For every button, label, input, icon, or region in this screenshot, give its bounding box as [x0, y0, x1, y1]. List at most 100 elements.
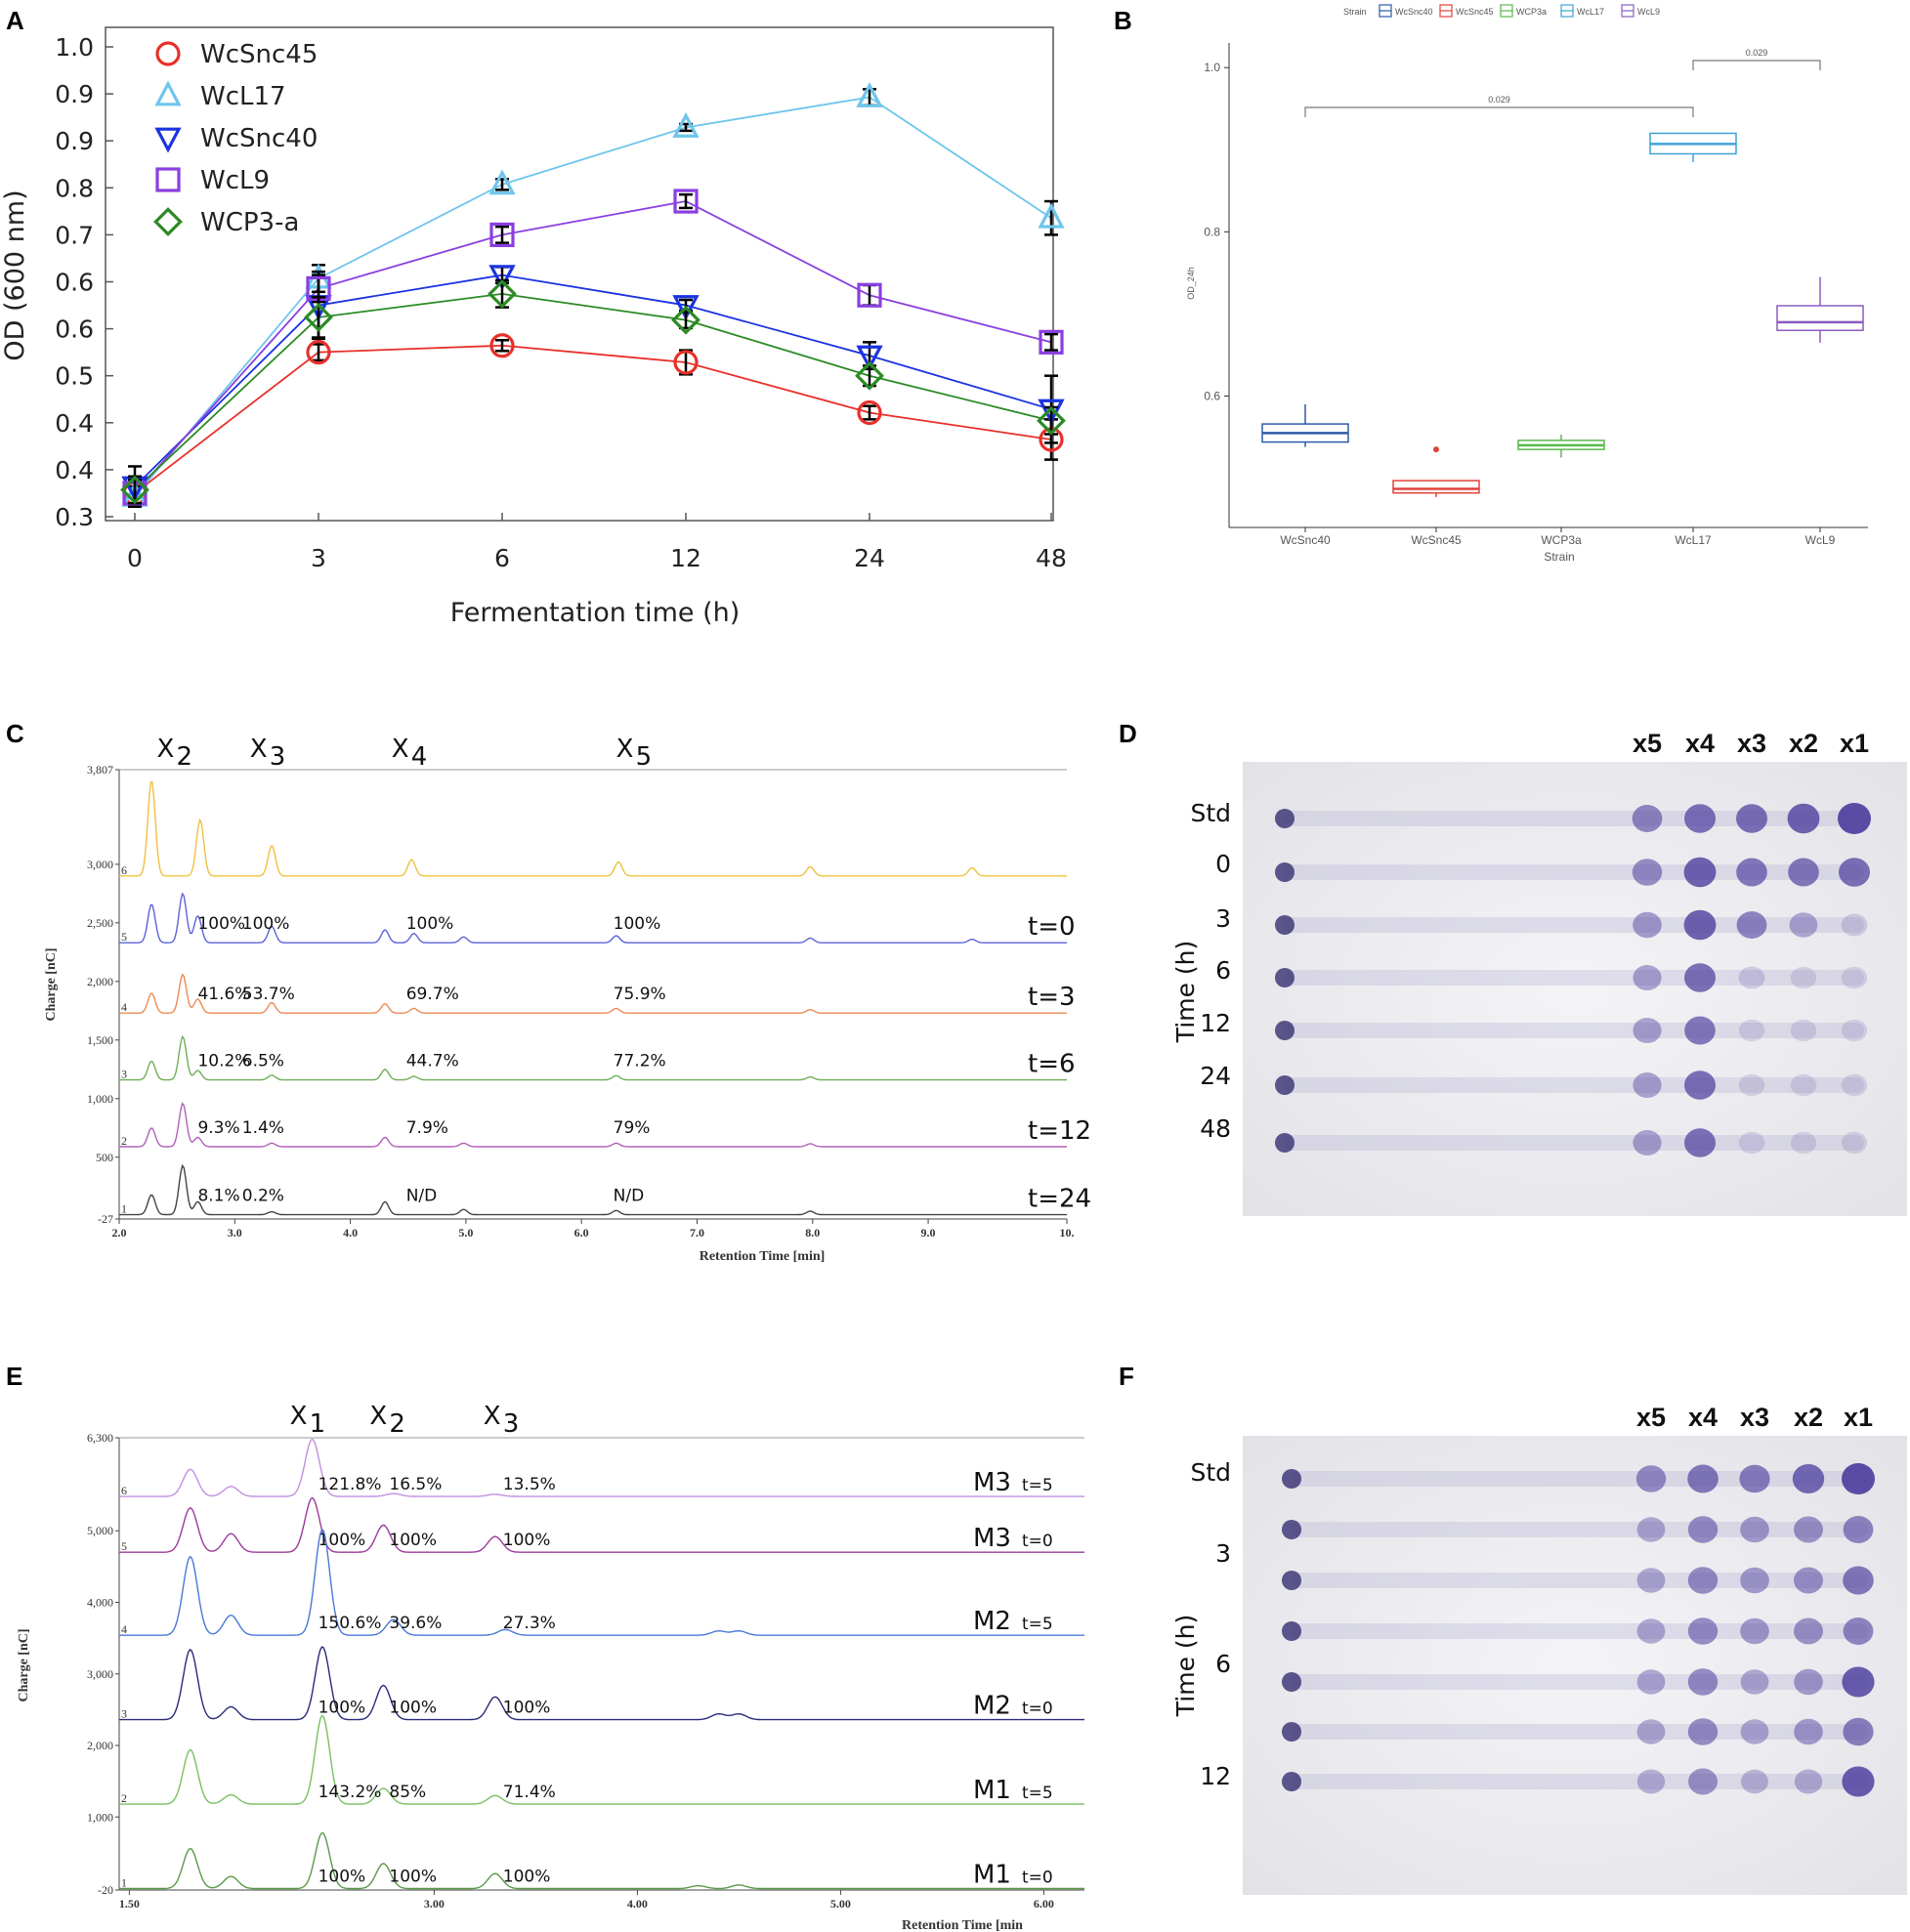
- peak-annotation: 27.3%: [503, 1614, 556, 1633]
- y-tick-label: 0.9: [55, 127, 94, 155]
- p-value-label: 0.029: [1746, 48, 1768, 58]
- data-point-wcsnc40: [672, 295, 700, 321]
- x-tick-label: 4.00: [627, 1897, 648, 1911]
- tlc-lane-smear: [1285, 1023, 1864, 1038]
- tlc-spot: [1842, 1766, 1875, 1797]
- peak-annotation: 100%: [406, 914, 454, 934]
- peak-annotation: 100%: [197, 914, 245, 934]
- trace-index-label: 4: [121, 1000, 127, 1014]
- tlc-lane-smear: [1285, 1135, 1864, 1151]
- tlc-spot: [1636, 1517, 1666, 1542]
- tlc-spot: [1843, 1516, 1874, 1543]
- tlc-spot: [1740, 1567, 1769, 1594]
- y-tick-label: 0.6: [55, 315, 94, 344]
- tlc-spot: [1794, 1617, 1823, 1645]
- trace-t-0: [119, 892, 1067, 944]
- x-tick-label: 7.0: [690, 1226, 704, 1239]
- tlc-row-label: 6: [1215, 1650, 1231, 1678]
- y-tick-label: 5,000: [87, 1524, 113, 1537]
- tlc-column-label: x1: [1844, 1403, 1873, 1432]
- tlc-spot: [1684, 963, 1716, 992]
- panel-label-c: C: [6, 719, 24, 748]
- data-point-wcp3-a: [855, 360, 884, 391]
- peak-label-x2: X: [156, 735, 174, 764]
- legend-label: WCP3-a: [200, 208, 299, 237]
- data-point-wcsnc45: [489, 333, 515, 358]
- tlc-spot: [1740, 1719, 1769, 1744]
- tlc-plate: [1243, 1436, 1907, 1895]
- x-tick-label: 0: [127, 544, 143, 572]
- y-tick-label: 3,807: [87, 763, 113, 777]
- data-point-wcp3-a: [120, 475, 149, 505]
- peak-annotation: 39.6%: [389, 1614, 442, 1633]
- legend-title: Strain: [1343, 7, 1367, 17]
- tlc-origin-spot: [1282, 1722, 1301, 1742]
- tlc-spot: [1794, 1668, 1823, 1696]
- trace-t-6: [119, 1034, 1067, 1081]
- tlc-spot: [1687, 1516, 1719, 1543]
- y-tick-label: 1,000: [87, 1810, 113, 1824]
- peak-annotation: 9.3%: [197, 1118, 239, 1138]
- tlc-row-label: 12: [1200, 1009, 1231, 1037]
- tlc-lane-smear: [1292, 1522, 1868, 1537]
- tlc-column-label: x5: [1636, 1403, 1666, 1432]
- series-time-label: t=5: [1022, 1615, 1053, 1634]
- x-axis: WcSnc40 WcSnc45 WCP3a WcL17 WcL9: [1280, 527, 1836, 547]
- legend-label: WcL17: [200, 82, 286, 111]
- peak-annotation: 150.6%: [318, 1614, 382, 1633]
- trace-m1-t-5: [119, 1714, 1084, 1805]
- tlc-spot: [1843, 1617, 1874, 1645]
- y-tick-label: 3,000: [87, 1667, 113, 1681]
- peak-annotation: 0.2%: [242, 1187, 284, 1206]
- y-axis-title: Charge [nC]: [17, 1628, 31, 1701]
- peak-label-subscript: 1: [310, 1409, 326, 1439]
- data-point-wcl17: [856, 82, 883, 107]
- peak-annotation: 8.1%: [197, 1187, 239, 1206]
- tlc-origin-spot: [1275, 1133, 1295, 1153]
- tlc-spot: [1736, 858, 1767, 887]
- legend-label: WcL9: [1637, 7, 1660, 17]
- x-tick-label: 5.00: [830, 1897, 851, 1911]
- x-tick-label: 2.0: [112, 1226, 127, 1239]
- tlc-spot: [1688, 1768, 1718, 1795]
- tlc-spot: [1741, 1769, 1768, 1794]
- y-tick-label: 1,500: [87, 1033, 113, 1047]
- tlc-lane-smear: [1292, 1674, 1868, 1690]
- tlc-column-label: x2: [1789, 729, 1818, 758]
- tlc-labels: x5 x4 x3 x2 x1 Std 3 6 12: [1190, 1403, 1873, 1790]
- y-axis-title: Time (h): [1171, 941, 1200, 1043]
- boxplot-chart: Strain WcSnc40 WcSnc45 WCP3a WcL17 WcL9 0.60.…: [1186, 4, 1868, 564]
- legend-marker-wcsnc40: [154, 127, 182, 153]
- trace-m1-t-0: [119, 1831, 1084, 1890]
- tlc-lane-smear: [1292, 1573, 1868, 1588]
- x-axis-title: Retention Time [min]: [700, 1249, 826, 1264]
- y-axis-title: Charge [nC]: [44, 947, 59, 1021]
- x-tick-label: WcSnc40: [1280, 533, 1331, 547]
- tlc-spot: [1684, 1128, 1716, 1157]
- x-axis-title: Fermentation time (h): [450, 598, 741, 628]
- tlc-lane-smear: [1285, 864, 1864, 880]
- legend-label: WcSnc40: [1395, 7, 1433, 17]
- legend: Strain WcSnc40 WcSnc45 WCP3a WcL17 WcL9: [1343, 4, 1660, 18]
- y-tick-label: 1,000: [87, 1092, 113, 1106]
- series-time-label: t=0: [1022, 1869, 1053, 1888]
- tlc-spot: [1683, 909, 1717, 941]
- series-label: M2: [973, 1607, 1011, 1636]
- tlc-spot: [1633, 1072, 1662, 1098]
- trace-m3-t-0: [119, 1496, 1084, 1553]
- trace-index-label: 1: [121, 1876, 127, 1890]
- tlc-spot: [1684, 1071, 1716, 1100]
- trace-index-label: 5: [121, 930, 127, 944]
- legend-marker-wcl9: [155, 167, 181, 192]
- tlc-spot: [1843, 1566, 1874, 1595]
- x-tick-label: 48: [1036, 544, 1067, 572]
- p-value-label: 0.029: [1488, 95, 1510, 105]
- tlc-spot: [1633, 1018, 1662, 1043]
- peak-annotation: 100%: [318, 1531, 366, 1550]
- tlc-spot: [1738, 1131, 1765, 1155]
- peak-annotation: 41.6%: [197, 985, 250, 1004]
- tlc-origin-spot: [1275, 915, 1295, 935]
- tlc-spot: [1738, 966, 1765, 989]
- peak-annotation: 77.2%: [614, 1052, 666, 1071]
- tlc-spot: [1794, 1718, 1823, 1745]
